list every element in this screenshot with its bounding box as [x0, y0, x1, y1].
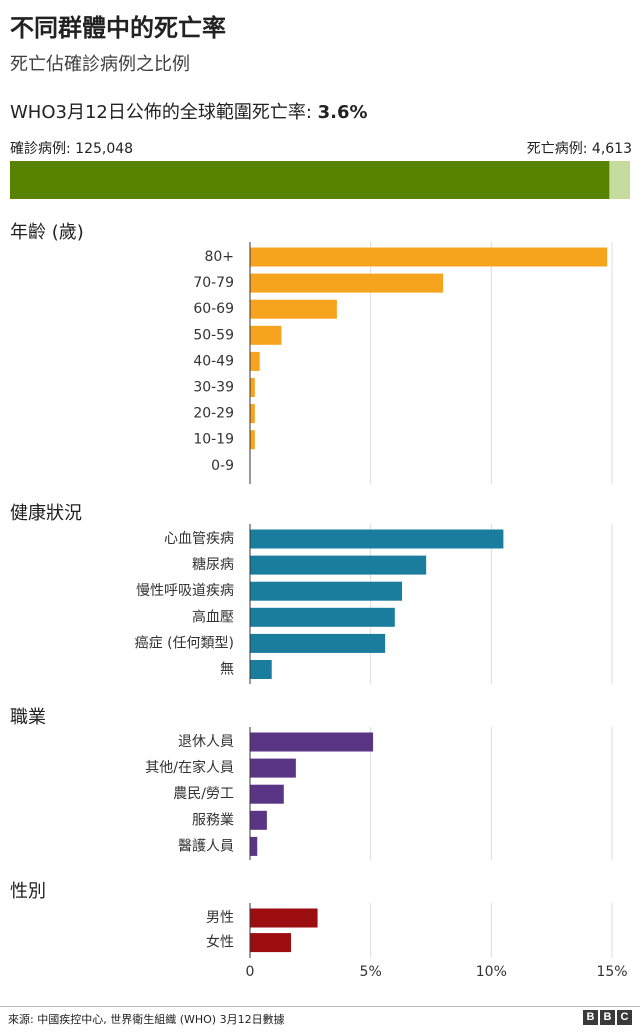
death-cases-bar — [609, 161, 630, 199]
source-note: 來源: 中國疾控中心, 世界衛生組織 (WHO) 3月12日數據 — [8, 1013, 285, 1026]
x-tick-label: 15% — [596, 964, 627, 980]
data-bar — [250, 247, 608, 267]
data-bar — [250, 732, 374, 752]
data-bar — [250, 529, 504, 549]
category-label: 退休人員 — [178, 734, 234, 750]
category-label: 慢性呼吸道疾病 — [136, 582, 234, 599]
bbc-logo: B B C — [583, 1010, 632, 1025]
category-label: 70-79 — [193, 275, 234, 291]
x-tick-label: 0 — [246, 964, 255, 980]
bbc-logo-letter: C — [617, 1010, 632, 1025]
data-bar — [250, 378, 255, 397]
category-label: 60-69 — [193, 301, 234, 317]
category-label: 糖尿病 — [192, 557, 234, 573]
category-label: 服務業 — [192, 812, 234, 828]
category-label: 高血壓 — [192, 608, 234, 625]
data-bar — [250, 836, 258, 856]
who-rate-text: WHO3月12日公佈的全球範圍死亡率: — [10, 102, 318, 123]
category-label: 女性 — [206, 934, 234, 951]
category-label: 80+ — [204, 249, 234, 265]
category-label: 農民/勞工 — [173, 786, 234, 802]
data-bar — [250, 430, 255, 450]
section-title: 職業 — [10, 707, 46, 728]
category-label: 40-49 — [193, 353, 234, 369]
data-bar — [250, 325, 282, 345]
data-bar — [250, 908, 318, 928]
section-title: 性別 — [10, 881, 46, 902]
category-label: 20-29 — [193, 406, 234, 422]
category-label: 50-59 — [193, 327, 234, 343]
x-tick-label: 10% — [476, 964, 507, 980]
death-cases-label: 死亡病例: 4,613 — [526, 141, 632, 157]
category-label: 心血管疾病 — [164, 531, 234, 547]
category-label: 男性 — [206, 910, 234, 926]
data-bar — [250, 758, 296, 778]
data-bar — [250, 299, 337, 319]
confirmed-cases-label: 確診病例: 125,048 — [10, 141, 134, 157]
category-label: 醫護人員 — [178, 838, 234, 854]
category-label: 30-39 — [193, 380, 234, 396]
bbc-logo-letter: B — [600, 1010, 615, 1025]
data-bar — [250, 633, 386, 653]
section-title: 健康狀況 — [10, 503, 82, 524]
data-bar — [250, 273, 444, 293]
category-label: 癌症 (任何類型) — [135, 635, 234, 651]
who-fatality-rate: WHO3月12日公佈的全球範圍死亡率: 3.6% — [10, 98, 368, 124]
data-bar — [250, 351, 260, 371]
who-rate-value: 3.6% — [317, 102, 368, 123]
category-label: 0-9 — [211, 458, 234, 474]
data-bar — [250, 581, 403, 601]
category-label: 其他/在家人員 — [145, 759, 234, 776]
data-bar — [250, 933, 292, 953]
footer-divider — [0, 1006, 640, 1007]
data-bar — [250, 607, 395, 627]
chart-subtitle: 死亡佔確診病例之比例 — [10, 54, 190, 75]
section-title: 年齡 (歲) — [10, 222, 84, 243]
data-bar — [250, 555, 427, 575]
bbc-logo-letter: B — [583, 1010, 598, 1025]
x-tick-label: 5% — [360, 964, 382, 980]
category-label: 10-19 — [193, 432, 234, 448]
bar-chart: 年齡 (歲) 80+ 70-79 60-69 50-59 40-49 30-39 20-29 1… — [10, 161, 630, 980]
data-bar — [250, 810, 267, 830]
data-bar — [250, 404, 255, 424]
confirmed-cases-bar — [10, 161, 610, 199]
data-bar — [250, 784, 284, 804]
category-label: 無 — [220, 662, 234, 678]
data-bar — [250, 660, 272, 679]
chart-title: 不同群體中的死亡率 — [10, 14, 226, 42]
